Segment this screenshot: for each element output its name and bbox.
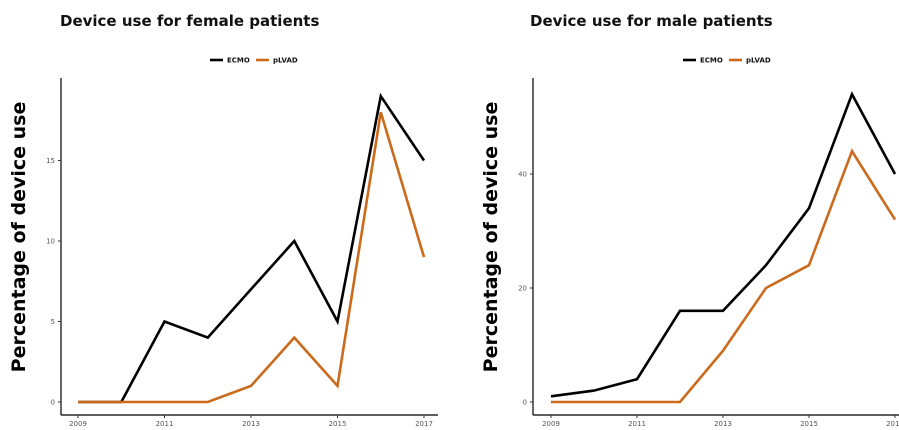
y-tick-label: 20 [518,285,527,293]
series-line-ecmo [550,91,897,398]
legend-label-plvad: pLVAD [746,57,771,65]
y-tick-label: 0 [51,399,55,407]
x-tick-label: 2017 [415,420,433,428]
x-tick-label: 2009 [69,420,87,428]
y-axis-label: Percentage of device use [480,102,502,373]
male-line-chart: 0 20 40 2009 2011 2013 2015 2017 Percentage of d… [480,57,899,428]
female-chart-panel: Device use for female patients 0 5 10 15 200… [8,12,438,428]
x-tick-label: 2013 [714,420,732,428]
y-tick-label: 40 [518,171,527,179]
x-tick-label: 2015 [800,420,818,428]
y-axis-label: Percentage of device use [8,102,30,373]
x-tick-label: 2011 [156,420,174,428]
y-tick-label: 10 [46,238,55,246]
x-tick-label: 2015 [329,420,347,428]
chart-title: Device use for male patients [530,12,773,30]
x-tick-label: 2011 [628,420,646,428]
series-line-ecmo [78,92,426,404]
x-tick-label: 2017 [886,420,899,428]
y-tick-label: 5 [51,318,55,326]
male-chart-panel: Device use for male patients 0 20 40 2009 20… [450,0,899,430]
x-tick-label: 2013 [242,420,260,428]
y-tick-label: 15 [46,157,55,165]
series-line-plvad [551,148,897,404]
legend-label-ecmo: ECMO [700,57,723,65]
x-tick-label: 2009 [542,420,560,428]
y-tick-label: 0 [523,399,527,407]
female-line-chart: 0 5 10 15 2009 2011 2013 2015 2017 Percentage of … [8,57,438,428]
chart-title: Device use for female patients [60,12,320,30]
legend-label-plvad: pLVAD [273,57,298,65]
legend-label-ecmo: ECMO [227,57,250,65]
series-line-plvad [78,111,426,404]
